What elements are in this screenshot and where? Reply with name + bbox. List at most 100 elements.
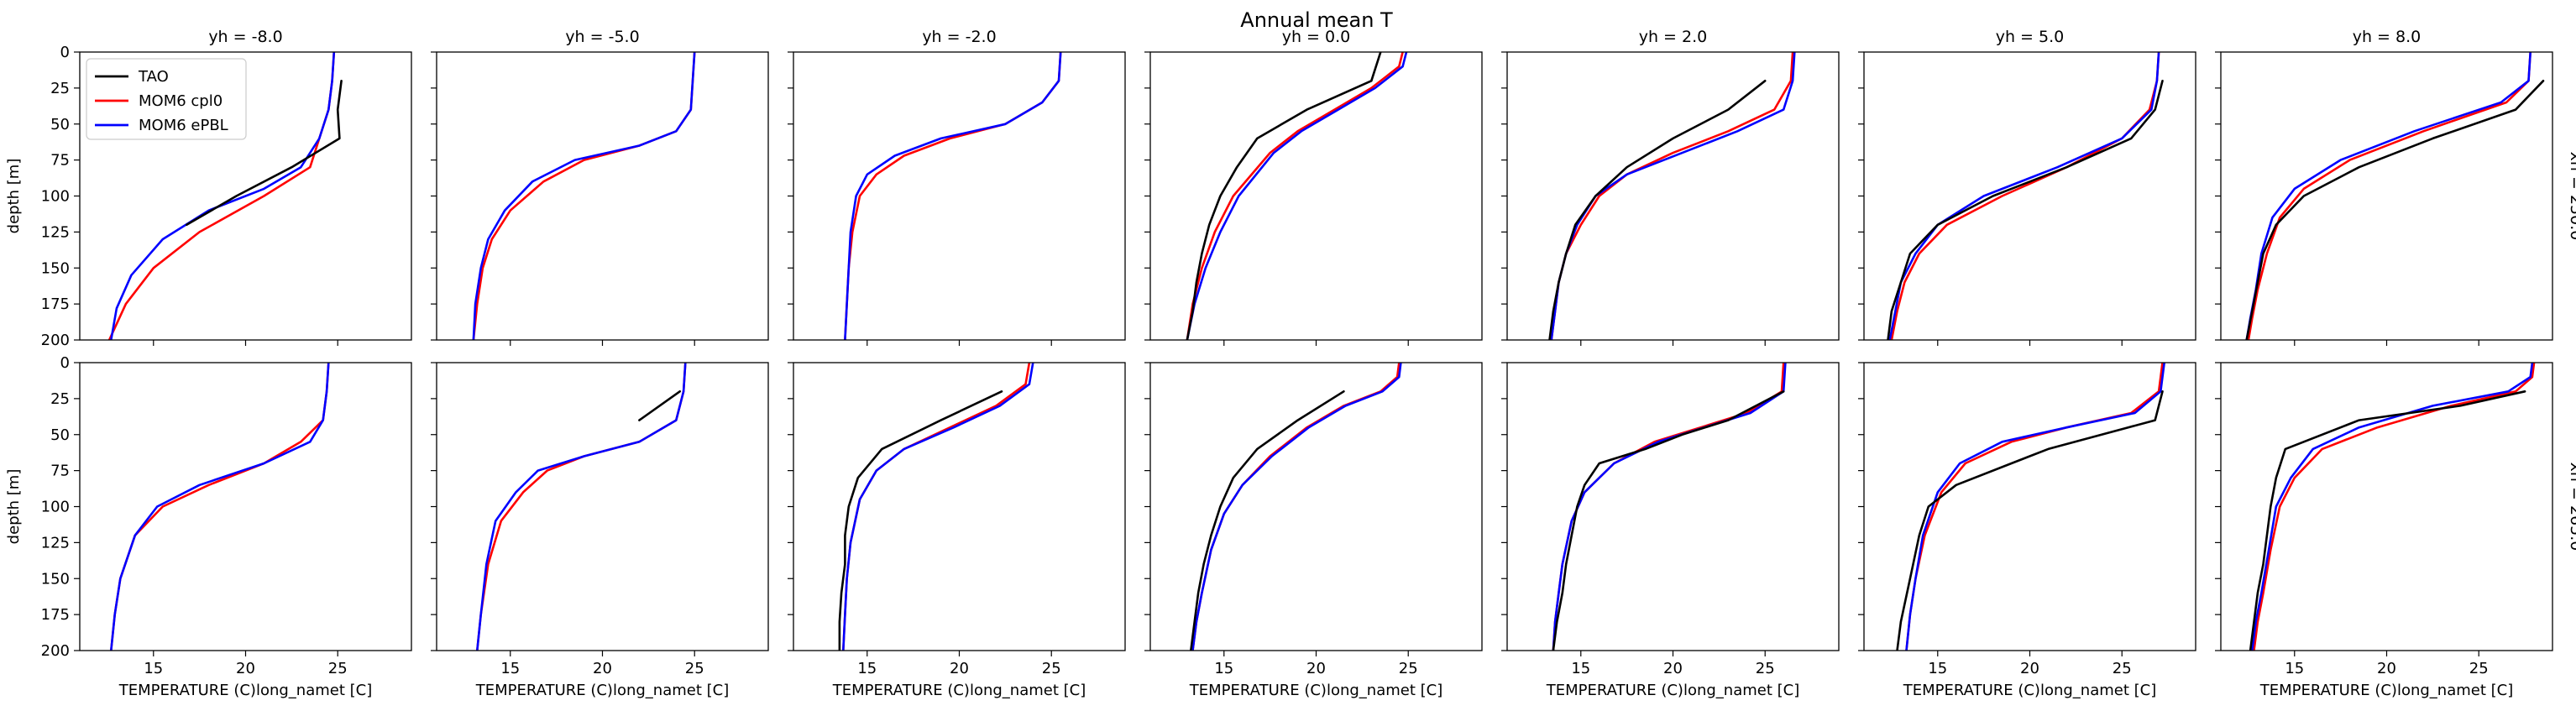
series-line-epbl [472,52,696,340]
panel-frame [793,51,1126,341]
series-line-epbl [1191,363,1402,651]
panel: 15 20 25 TEMPERATURE (C)long_namet [C] [1858,362,2196,699]
series-group [844,52,1062,340]
x-tick-label: 20 [2020,660,2039,677]
y-axis-label: depth [m] [5,469,23,545]
x-tick-label: 20 [593,660,612,677]
legend-label: TAO [138,68,169,86]
panel-frame [436,362,769,651]
y-tick-label: 50 [50,426,70,444]
series-line-epbl [110,363,330,651]
x-tick-label: 25 [1399,660,1418,677]
y-tick-label: 25 [50,390,70,408]
series-group [1896,363,2165,651]
x-tick-label: 20 [1306,660,1326,677]
x-tick-label: 20 [236,660,255,677]
series-group [2245,52,2545,340]
series-line-epbl [1186,52,1408,340]
x-tick-label: 20 [2377,660,2396,677]
x-axis-label: TEMPERATURE (C)long_namet [C] [832,682,1086,699]
legend-box [86,58,247,140]
series-group [1190,363,1402,651]
series-line-tao [1548,80,1767,340]
y-tick-label: 75 [50,463,70,480]
figure-title: Annual mean T [1240,8,1393,32]
series-line-tao [1887,80,2164,340]
x-axis-label: TEMPERATURE (C)long_namet [C] [1903,682,2157,699]
series-line-tao [1186,52,1382,340]
y-tick-label: 175 [41,606,70,624]
series-group [107,52,343,340]
series-group [2249,363,2536,651]
series-line-cpl0 [1890,52,2160,340]
panel-frame [1863,362,2196,651]
panel-frame [1149,51,1483,341]
y-tick-label: 150 [41,570,70,588]
y-axis-label: depth [m] [5,159,23,234]
series-line-epbl [475,363,687,651]
series-group [838,363,1034,651]
y-tick-label: 125 [41,534,70,552]
legend: TAO MOM6 cpl0 MOM6 ePBL [86,58,247,140]
y-tick-label: 200 [41,332,70,349]
panel: yh = 0.0 [1144,28,1483,346]
panel-frame [436,51,769,341]
series-group [472,52,696,340]
panel: yh = -8.0 0 25 50 75 100 125 150 175 200 depth [m]… [5,28,412,349]
x-tick-label: 15 [144,660,163,677]
x-tick-label: 25 [685,660,704,677]
series-group [475,363,687,651]
y-tick-label: 150 [41,259,70,277]
panel-frame [1506,51,1840,341]
series-line-epbl [841,363,1034,651]
panel: 15 20 25 TEMPERATURE (C)long_namet [C] [788,362,1126,699]
column-title: yh = 5.0 [1996,28,2065,46]
panel: yh = -2.0 [788,28,1126,346]
series-line-epbl [110,52,336,340]
x-tick-label: 15 [1571,660,1590,677]
series-line-tao [838,389,1003,651]
series-line-cpl0 [2247,52,2531,340]
x-axis-label: TEMPERATURE (C)long_namet [C] [2259,682,2514,699]
series-line-tao [2249,389,2526,651]
series-line-tao [1896,389,2164,651]
column-title: yh = 8.0 [2353,28,2422,46]
x-tick-label: 15 [500,660,520,677]
series-group [110,363,330,651]
x-tick-label: 25 [1042,660,1061,677]
series-group [1548,52,1796,340]
y-tick-label: 0 [60,354,70,372]
series-line-epbl [1905,363,2165,651]
panel: yh = 5.0 [1858,28,2196,346]
row-label: xh = 265.0 [2567,463,2576,552]
x-tick-label: 15 [1214,660,1233,677]
series-line-epbl [1552,363,1787,651]
series-line-tao [186,80,343,227]
column-title: yh = -5.0 [565,28,639,46]
y-tick-label: 25 [50,80,70,97]
x-axis-label: TEMPERATURE (C)long_namet [C] [475,682,730,699]
y-tick-label: 100 [41,188,70,206]
series-line-epbl [844,52,1062,340]
x-tick-label: 25 [328,660,348,677]
x-tick-label: 25 [1756,660,1775,677]
y-tick-label: 50 [50,116,70,133]
series-line-tao [1552,389,1785,651]
series-line-cpl0 [1186,52,1404,340]
panel-frame [1149,362,1483,651]
x-axis-label: TEMPERATURE (C)long_namet [C] [1189,682,1443,699]
panel-frame [793,362,1126,651]
legend-label: MOM6 cpl0 [139,92,223,110]
column-title: yh = 2.0 [1639,28,1708,46]
y-tick-label: 100 [41,499,70,516]
panel: yh = 2.0 [1501,28,1840,346]
x-axis-label: TEMPERATURE (C)long_namet [C] [118,682,373,699]
column-title: yh = -8.0 [208,28,282,46]
panel: yh = -5.0 [431,28,769,346]
panel-frame [79,362,412,651]
panel: xh = 265.0 15 20 25 TEMPERATURE (C)long_name… [2215,362,2576,699]
series-line-tao [1190,389,1345,651]
x-tick-label: 25 [2113,660,2132,677]
